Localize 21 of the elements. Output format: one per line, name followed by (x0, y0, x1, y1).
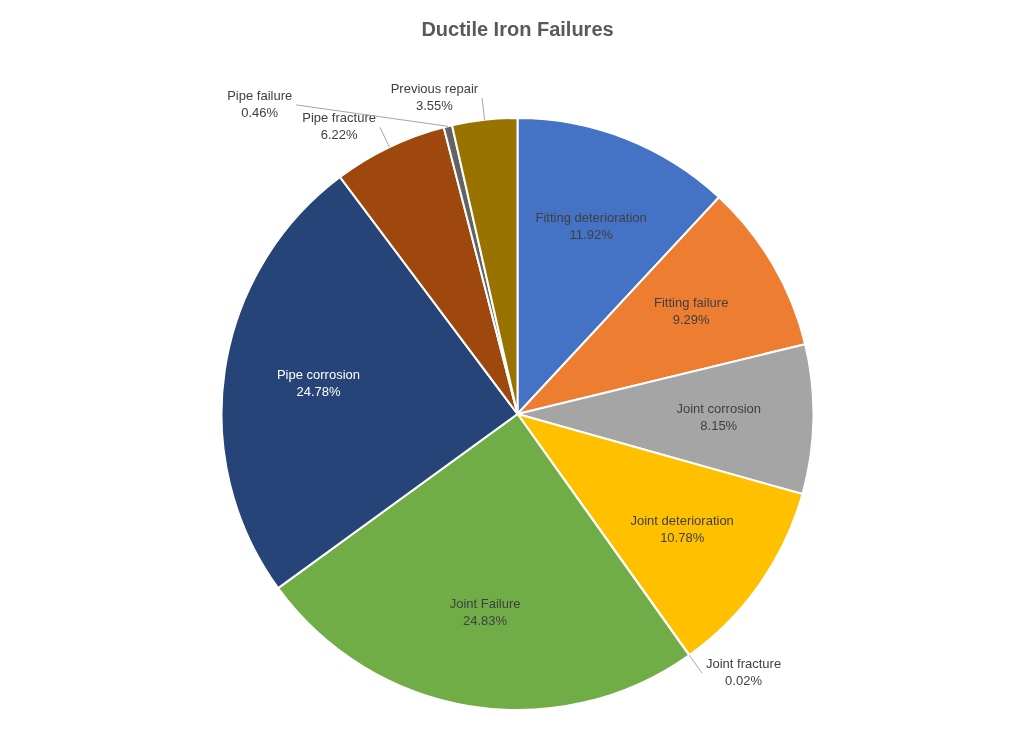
slice-label: Previous repair (390, 81, 479, 97)
data-label: 11.92% (569, 226, 614, 242)
slice-label: Joint deterioration (630, 512, 734, 528)
data-label: 0.46% (241, 105, 279, 120)
slice-label: Joint fracture (705, 656, 782, 672)
data-label: 10.78% (660, 529, 705, 545)
data-label: 8.15% (700, 417, 738, 433)
data-label: 24.78% (296, 384, 341, 400)
slice-label: Fitting deterioration (535, 209, 647, 225)
data-label: 0.02% (725, 673, 763, 689)
data-label: 9.29% (672, 312, 711, 328)
slice-label: Joint Failure (449, 595, 521, 611)
slice-label: Pipe failure (227, 88, 293, 103)
slice-label: Joint corrosion (676, 400, 762, 416)
chart-title: Ductile Iron Failures (421, 17, 614, 40)
data-label: 3.55% (415, 98, 454, 114)
data-label: 6.22% (320, 127, 358, 143)
slice-label: Fitting failure (653, 295, 729, 311)
data-label: 24.83% (463, 612, 508, 628)
slice-label: Pipe corrosion (276, 367, 361, 383)
slice-label: Pipe fracture (302, 110, 376, 126)
